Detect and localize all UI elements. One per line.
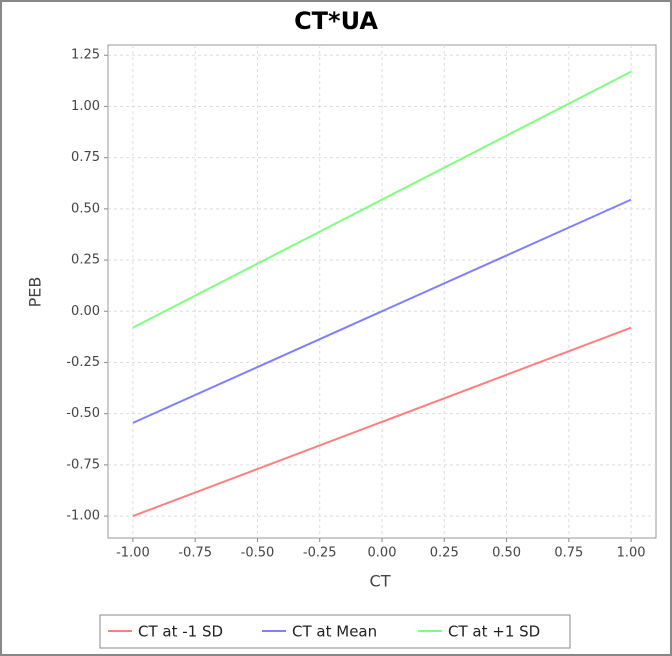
y-tick-label: 0.50	[71, 201, 100, 216]
legend	[99, 614, 571, 649]
x-tick-label: 0.00	[368, 546, 397, 561]
series-line	[132, 198, 632, 424]
legend-label: CT at +1 SD	[448, 623, 540, 641]
y-tick-label: 0.25	[71, 253, 100, 268]
y-tick-label: 1.00	[71, 99, 100, 114]
x-tick-label: 0.50	[492, 546, 521, 561]
x-tick-label: 1.00	[617, 546, 646, 561]
x-axis-label: CT	[370, 572, 391, 591]
series-line	[132, 326, 632, 518]
legend-label: CT at Mean	[292, 623, 377, 641]
legend-label: CT at -1 SD	[138, 623, 223, 641]
chart-title: CT*UA	[294, 7, 378, 35]
x-tick-label: -0.75	[178, 546, 212, 561]
y-tick-label: 0.00	[71, 304, 100, 319]
x-tick-label: -1.00	[116, 546, 150, 561]
x-tick-label: -0.50	[241, 546, 275, 561]
x-tick-label: -0.25	[303, 546, 337, 561]
y-tick-label: -0.50	[66, 406, 100, 421]
y-tick-label: -0.75	[66, 457, 100, 472]
x-tick-label: 0.25	[430, 546, 459, 561]
y-tick-label: 0.75	[71, 150, 100, 165]
y-axis-label: PEB	[26, 277, 45, 308]
series-line	[132, 70, 632, 329]
y-tick-label: 1.25	[71, 48, 100, 63]
y-tick-label: -0.25	[66, 355, 100, 370]
x-tick-label: 0.75	[554, 546, 583, 561]
y-tick-label: -1.00	[66, 509, 100, 524]
